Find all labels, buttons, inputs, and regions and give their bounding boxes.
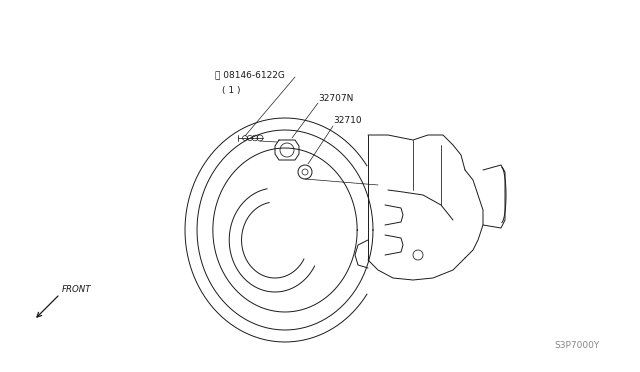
Text: S3P7000Y: S3P7000Y	[555, 341, 600, 350]
Text: 32707N: 32707N	[318, 93, 353, 103]
Text: 32710: 32710	[333, 115, 362, 125]
Text: Ⓢ 08146-6122G: Ⓢ 08146-6122G	[215, 71, 285, 80]
Text: FRONT: FRONT	[62, 285, 92, 294]
Text: ( 1 ): ( 1 )	[222, 86, 241, 94]
